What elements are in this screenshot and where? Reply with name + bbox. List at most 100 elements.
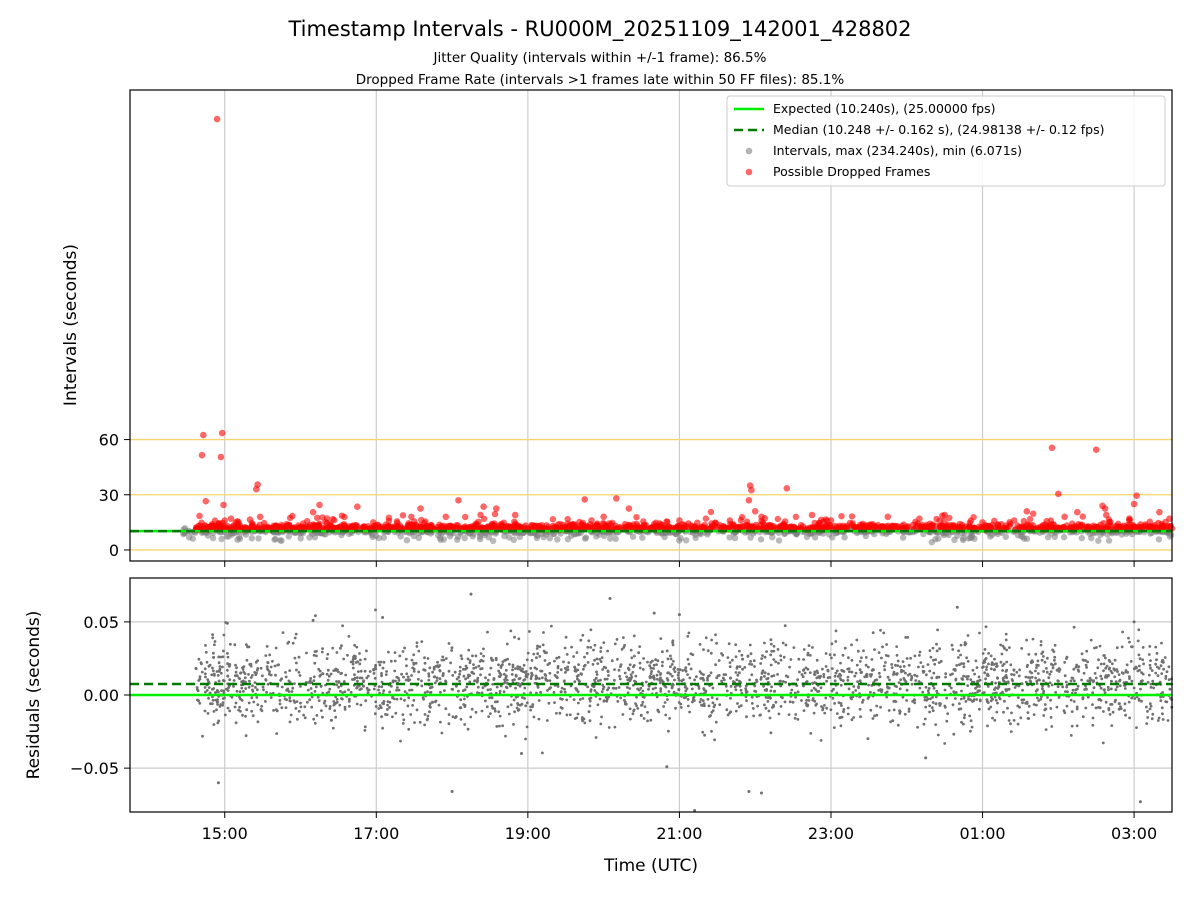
dropped-frame-point (605, 524, 612, 531)
residual-point (1119, 707, 1123, 711)
residual-point (683, 668, 687, 672)
residual-point (852, 716, 856, 719)
residual-point (362, 679, 365, 682)
residual-point (783, 624, 787, 628)
residual-point (986, 700, 989, 703)
interval-point (811, 534, 819, 541)
residual-point (559, 668, 563, 672)
residual-point (406, 678, 410, 681)
dropped-frame-point (782, 523, 789, 530)
residual-point (327, 690, 331, 694)
residual-point (880, 656, 883, 660)
residual-point (379, 706, 383, 710)
residual-point (339, 646, 342, 650)
residual-point (879, 628, 882, 632)
residual-point (934, 702, 938, 705)
dropped-frame-point (926, 523, 933, 531)
residual-point (417, 649, 421, 653)
residual-point (1035, 703, 1038, 707)
residual-point (329, 672, 333, 676)
residual-point (343, 708, 347, 711)
residual-point (882, 631, 886, 635)
residual-point (654, 686, 657, 690)
residual-point (686, 698, 690, 701)
residual-point (784, 674, 788, 678)
legend: Expected (10.240s), (25.00000 fps) Media… (726, 95, 1166, 187)
residual-point (1032, 713, 1036, 716)
residual-point (221, 665, 224, 669)
residual-point (779, 658, 783, 662)
residual-point (580, 718, 584, 721)
residual-point (215, 708, 218, 712)
residual-outlier (1138, 800, 1142, 804)
residual-point (1120, 645, 1124, 649)
residual-point (418, 720, 422, 724)
dropped-frame-point (966, 519, 973, 526)
residual-point (276, 684, 280, 688)
dropped-frame-point (535, 523, 542, 531)
residual-point (489, 712, 492, 715)
residual-point (546, 679, 549, 682)
residual-point (406, 704, 410, 708)
residual-point (481, 659, 485, 663)
dropped-frame-outlier (827, 517, 835, 524)
dropped-frame-outlier (745, 497, 753, 504)
residual-point (714, 720, 718, 724)
residual-point (1012, 719, 1016, 722)
residual-point (384, 673, 388, 676)
residual-point (1101, 741, 1105, 745)
residual-point (934, 723, 938, 726)
dropped-frame-outlier (808, 511, 816, 519)
residual-point (787, 713, 791, 716)
residual-point (537, 699, 541, 702)
residual-point (750, 663, 754, 666)
residual-point (946, 712, 950, 715)
residual-outlier (747, 790, 751, 793)
residual-point (480, 691, 484, 695)
residual-point (1149, 659, 1152, 662)
residual-point (656, 677, 659, 681)
residual-point (529, 666, 533, 670)
dropped-frame-outlier (1133, 492, 1140, 500)
residual-point (745, 715, 748, 719)
residual-point (242, 670, 246, 674)
residual-point (991, 716, 994, 720)
residual-point (651, 659, 654, 663)
residual-point (931, 695, 934, 699)
residual-point (1075, 705, 1079, 709)
residual-point (474, 710, 478, 714)
residual-point (532, 715, 536, 719)
residual-point (632, 634, 636, 638)
residual-point (470, 707, 474, 711)
residual-point (881, 645, 884, 649)
residual-point (395, 688, 398, 692)
residual-point (1148, 645, 1152, 648)
residual-point (861, 701, 864, 704)
residual-point (466, 657, 470, 661)
residual-point (1075, 663, 1079, 667)
residual-point (214, 691, 217, 694)
residual-outlier (608, 597, 612, 600)
residual-point (213, 674, 216, 677)
dropped-frame-point (367, 525, 375, 532)
residual-point (892, 708, 896, 712)
residual-point (802, 669, 805, 672)
residual-point (293, 682, 296, 685)
interval-point (899, 534, 907, 541)
residual-point (1108, 666, 1112, 670)
residual-point (631, 712, 635, 716)
residual-point (1051, 663, 1055, 667)
residual-point (1048, 672, 1052, 676)
residual-point (1081, 715, 1085, 719)
residual-point (850, 643, 853, 647)
residual-point (883, 664, 886, 668)
residual-point (515, 706, 519, 710)
residual-point (337, 670, 340, 674)
residual-point (926, 689, 930, 693)
residual-point (700, 703, 703, 707)
dropped-frame-point (760, 524, 767, 531)
residual-point (971, 668, 975, 672)
residual-point (735, 678, 739, 682)
residual-point (1042, 714, 1046, 717)
residual-point (442, 658, 446, 662)
